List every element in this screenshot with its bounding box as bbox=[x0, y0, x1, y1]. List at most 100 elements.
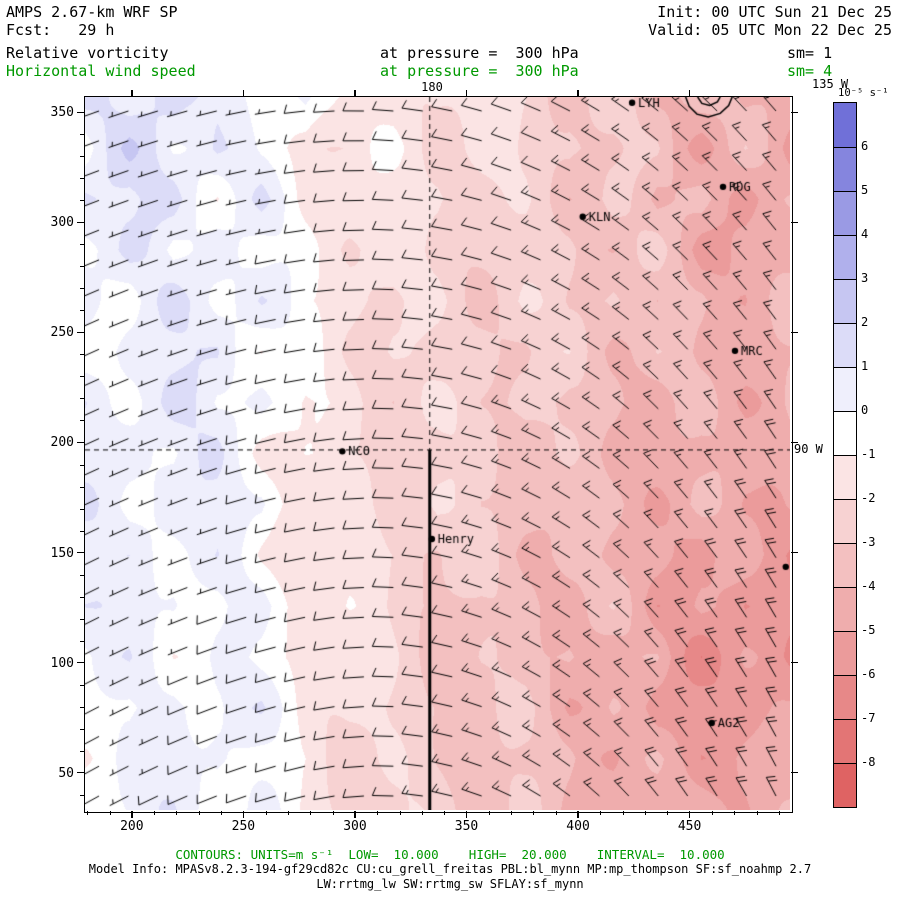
forecast-hour-label: Fcst: 29 h bbox=[6, 21, 115, 39]
field1-level: at pressure = 300 hPa bbox=[380, 44, 579, 62]
colorbar-segment bbox=[834, 367, 856, 411]
colorbar-segment bbox=[834, 191, 856, 235]
x-minor-tick bbox=[600, 811, 602, 815]
x-tick-label: 350 bbox=[454, 819, 479, 834]
x-minor-tick bbox=[778, 811, 780, 815]
y-minor-tick bbox=[80, 794, 84, 796]
field1-smooth: sm= 1 bbox=[787, 44, 833, 62]
colorbar-title: 10⁻⁵ s⁻¹ bbox=[838, 87, 889, 99]
x-minor-tick bbox=[109, 811, 111, 815]
colorbar-segment bbox=[834, 411, 856, 455]
y-minor-tick bbox=[80, 530, 84, 532]
meridian-180-label: 180 bbox=[421, 80, 443, 94]
x-minor-tick bbox=[421, 811, 423, 815]
y-major-tick-right bbox=[791, 331, 798, 334]
y-major-tick bbox=[77, 441, 84, 444]
contour-info-label: CONTOURS: UNITS=m s⁻¹ LOW= 10.000 HIGH= … bbox=[175, 847, 725, 862]
physics-info-label: LW:rrtmg_lw SW:rrtmg_sw SFLAY:sf_mynn bbox=[316, 877, 584, 891]
colorbar-tick-label: -4 bbox=[861, 579, 876, 593]
colorbar-segment bbox=[834, 719, 856, 763]
y-minor-tick bbox=[80, 354, 84, 356]
y-minor-tick bbox=[80, 574, 84, 576]
y-minor-tick bbox=[80, 596, 84, 598]
colorbar-segment bbox=[834, 631, 856, 675]
x-major-tick-top bbox=[131, 90, 133, 97]
y-minor-tick bbox=[80, 684, 84, 686]
x-major-tick-top bbox=[242, 90, 245, 97]
colorbar-tick-label: 2 bbox=[861, 315, 869, 329]
y-minor-tick bbox=[80, 134, 84, 136]
y-major-tick-right bbox=[791, 221, 798, 224]
field1-name: Relative vorticity bbox=[6, 44, 169, 62]
y-tick-label: 250 bbox=[50, 325, 74, 341]
colorbar-tick-label: -1 bbox=[861, 447, 876, 461]
init-time-label: Init: 00 UTC Sun 21 Dec 25 bbox=[657, 3, 892, 21]
y-major-tick bbox=[77, 551, 84, 554]
x-major-tick-top bbox=[688, 90, 691, 97]
x-minor-tick bbox=[533, 811, 535, 815]
y-major-tick-right bbox=[791, 111, 798, 114]
colorbar-tick-label: 0 bbox=[861, 403, 869, 417]
y-minor-tick bbox=[80, 706, 84, 708]
y-major-tick-right bbox=[791, 661, 798, 664]
x-minor-tick bbox=[399, 811, 401, 815]
y-minor-tick bbox=[80, 486, 84, 488]
x-minor-tick bbox=[756, 811, 758, 815]
x-major-tick bbox=[354, 811, 356, 818]
y-minor-tick bbox=[80, 178, 84, 180]
colorbar-tick-label: -6 bbox=[861, 667, 876, 681]
field2-name: Horizontal wind speed bbox=[6, 62, 196, 80]
x-tick-label: 200 bbox=[120, 819, 144, 834]
x-major-tick bbox=[465, 811, 468, 818]
y-minor-tick bbox=[80, 508, 84, 510]
x-minor-tick bbox=[511, 811, 513, 815]
y-minor-tick bbox=[80, 618, 84, 620]
colorbar-segment bbox=[834, 147, 856, 191]
x-major-tick bbox=[242, 811, 245, 818]
y-minor-tick bbox=[80, 728, 84, 730]
x-minor-tick bbox=[377, 811, 379, 815]
y-major-tick bbox=[77, 331, 84, 334]
map-plot-frame bbox=[84, 96, 793, 813]
y-minor-tick bbox=[80, 310, 84, 312]
x-minor-tick bbox=[644, 811, 646, 815]
colorbar-segment bbox=[834, 675, 856, 719]
y-minor-tick bbox=[80, 376, 84, 378]
x-tick-label: 250 bbox=[231, 819, 256, 834]
y-major-tick-right bbox=[791, 551, 798, 554]
x-minor-tick bbox=[87, 811, 89, 815]
colorbar bbox=[833, 102, 857, 808]
colorbar-tick-label: 3 bbox=[861, 271, 869, 285]
y-minor-tick bbox=[80, 288, 84, 290]
y-tick-label: 200 bbox=[50, 435, 74, 451]
y-tick-label: 50 bbox=[58, 765, 74, 781]
colorbar-tick-label: -7 bbox=[861, 711, 876, 725]
colorbar-tick-label: 4 bbox=[861, 227, 869, 241]
colorbar-segment bbox=[834, 279, 856, 323]
meridian-135w-label: 135 W bbox=[812, 77, 849, 91]
x-major-tick bbox=[577, 811, 579, 818]
field2-level: at pressure = 300 hPa bbox=[380, 62, 579, 80]
x-minor-tick bbox=[667, 811, 669, 815]
colorbar-segment bbox=[834, 455, 856, 499]
x-minor-tick bbox=[622, 811, 624, 815]
x-minor-tick bbox=[221, 811, 223, 815]
colorbar-tick-label: -2 bbox=[861, 491, 876, 505]
colorbar-segment bbox=[834, 499, 856, 543]
field2-smooth: sm= 4 bbox=[787, 62, 833, 80]
y-major-tick bbox=[77, 771, 84, 774]
x-major-tick-top bbox=[577, 90, 579, 97]
x-minor-tick bbox=[198, 811, 200, 815]
y-tick-label: 300 bbox=[50, 215, 74, 231]
model-info-label: Model Info: MPASv8.2.3-194-gf29cd82c CU:… bbox=[88, 862, 812, 876]
colorbar-tick-label: -3 bbox=[861, 535, 876, 549]
x-minor-tick bbox=[176, 811, 178, 815]
x-minor-tick bbox=[310, 811, 312, 815]
x-major-tick bbox=[688, 811, 691, 818]
y-major-tick-right bbox=[791, 771, 798, 774]
colorbar-segment bbox=[834, 763, 856, 807]
x-minor-tick bbox=[332, 811, 334, 815]
colorbar-tick-label: 5 bbox=[861, 183, 869, 197]
colorbar-tick-label: 1 bbox=[861, 359, 869, 373]
x-minor-tick bbox=[444, 811, 446, 815]
